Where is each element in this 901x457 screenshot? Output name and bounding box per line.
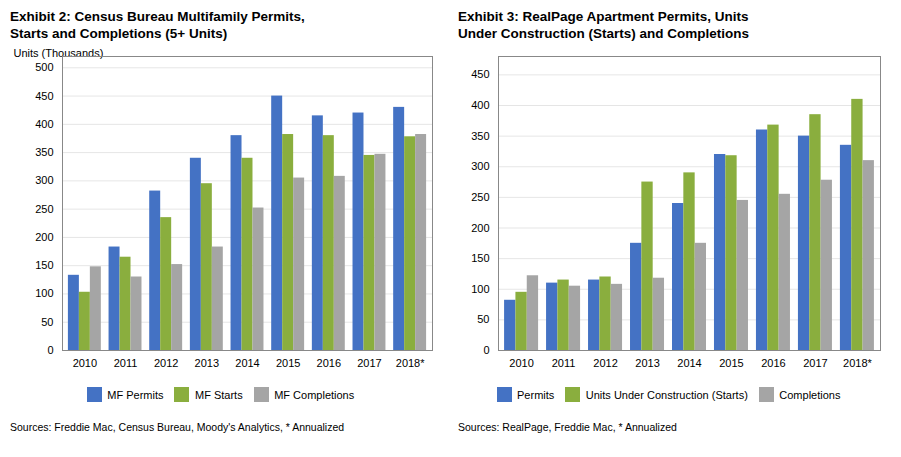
svg-text:2017: 2017 — [803, 357, 827, 369]
html-text:Sources: Freddie Mac, Census B: Sources: Freddie Mac, Census Bureau, Moo… — [10, 420, 345, 433]
html-text:MF Permits: MF Permits — [107, 388, 164, 401]
svg-text:2018*: 2018* — [843, 357, 872, 369]
svg-text:2018*: 2018* — [396, 357, 425, 369]
svg-text:2015: 2015 — [719, 357, 743, 369]
html-text:Completions: Completions — [779, 388, 841, 401]
svg-text:450: 450 — [471, 68, 489, 80]
svg-text:2012: 2012 — [154, 357, 178, 369]
html-text:Exhibit 2: Census Bureau Multi: Exhibit 2: Census Bureau Multifamily Per… — [10, 9, 305, 41]
html-text:Exhibit 3: RealPage Apartment: Exhibit 3: RealPage Apartment Permits, U… — [458, 9, 749, 41]
svg-text:150: 150 — [471, 252, 489, 264]
html-text:Permits: Permits — [517, 388, 555, 401]
svg-text:350: 350 — [35, 146, 53, 158]
svg-text:50: 50 — [41, 316, 53, 328]
svg-text:200: 200 — [471, 222, 489, 234]
svg-text:2011: 2011 — [552, 357, 576, 369]
svg-text:400: 400 — [35, 118, 53, 130]
svg-text:2010: 2010 — [509, 357, 533, 369]
svg-text:0: 0 — [483, 344, 489, 356]
svg-text:2011: 2011 — [114, 357, 138, 369]
svg-text:2010: 2010 — [73, 357, 97, 369]
html-text:Sources: RealPage, Freddie Mac: Sources: RealPage, Freddie Mac, * Annual… — [458, 420, 677, 433]
svg-text:100: 100 — [471, 283, 489, 295]
svg-text:200: 200 — [35, 231, 53, 243]
svg-text:400: 400 — [471, 99, 489, 111]
svg-text:2017: 2017 — [357, 357, 381, 369]
svg-text:50: 50 — [477, 313, 489, 325]
svg-text:2014: 2014 — [235, 357, 259, 369]
svg-text:150: 150 — [35, 259, 53, 271]
html-text:MF Starts: MF Starts — [195, 388, 243, 401]
svg-text:2013: 2013 — [195, 357, 219, 369]
svg-text:250: 250 — [35, 203, 53, 215]
svg-text:2014: 2014 — [677, 357, 701, 369]
svg-text:2016: 2016 — [317, 357, 341, 369]
svg-text:350: 350 — [471, 130, 489, 142]
svg-text:0: 0 — [47, 344, 53, 356]
svg-text:2015: 2015 — [276, 357, 300, 369]
svg-text:300: 300 — [471, 160, 489, 172]
html-text:MF Completions: MF Completions — [274, 388, 355, 401]
svg-text:300: 300 — [35, 174, 53, 186]
svg-text:2016: 2016 — [761, 357, 785, 369]
svg-text:450: 450 — [35, 90, 53, 102]
html-text:Units Under Construction (Star: Units Under Construction (Starts) — [585, 388, 748, 401]
svg-text:2012: 2012 — [593, 357, 617, 369]
svg-text:250: 250 — [471, 191, 489, 203]
svg-text:500: 500 — [35, 61, 53, 73]
svg-text:Units (Thousands): Units (Thousands) — [14, 47, 104, 59]
svg-text:100: 100 — [35, 287, 53, 299]
svg-text:2013: 2013 — [635, 357, 659, 369]
